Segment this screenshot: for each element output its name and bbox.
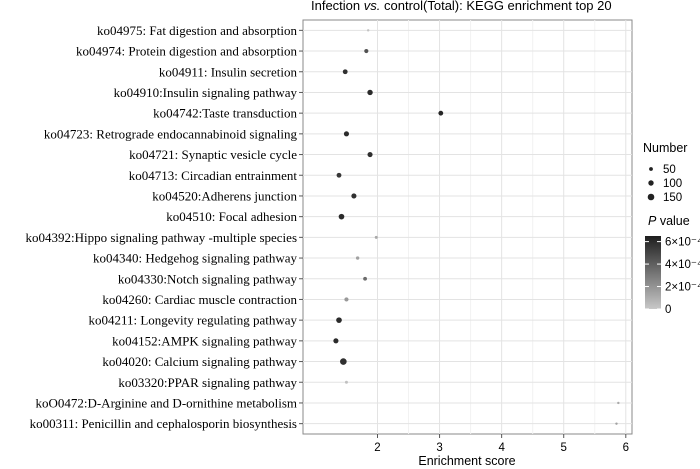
category-label: ko04340: Hedgehog signaling pathway [93, 251, 297, 266]
data-point [336, 172, 342, 178]
category-label: ko04742:Taste transduction [153, 106, 297, 121]
plot-panel [302, 19, 633, 435]
data-point [340, 358, 347, 365]
category-label: ko04721: Synaptic vesicle cycle [129, 147, 297, 162]
category-label: ko04974: Protein digestion and absorptio… [76, 44, 297, 59]
category-labels: ko04975: Fat digestion and absorption ko0… [25, 23, 303, 431]
data-point [333, 338, 339, 344]
data-point [374, 235, 378, 239]
category-label: ko04330:Notch signaling pathway [118, 271, 298, 286]
data-point [363, 276, 367, 281]
color-legend-label: 2×10⁻⁴ [665, 282, 700, 294]
size-legend: Number 50 100 150 [643, 141, 687, 204]
color-legend-title-rest: value [656, 214, 689, 228]
data-point [364, 48, 369, 54]
data-point [366, 29, 370, 32]
size-legend-title: Number [643, 141, 687, 155]
color-legend-label: 4×10⁻⁴ [665, 259, 700, 271]
size-legend-label: 50 [663, 164, 676, 176]
chart-title-italic: vs. [364, 0, 381, 13]
data-point [351, 193, 357, 199]
x-tick-label: 4 [498, 442, 505, 454]
color-legend-title: P value [648, 214, 690, 228]
size-legend-label: 100 [663, 178, 682, 190]
category-label: ko04392:Hippo signaling pathway -multipl… [25, 230, 297, 245]
data-point [344, 297, 349, 302]
data-point [342, 69, 348, 75]
color-legend: P value 0 2×10⁻⁴ 4×10⁻⁴ 6×10⁻⁴ [645, 214, 700, 316]
category-label: ko04975: Fat digestion and absorption [97, 23, 298, 38]
category-label: ko04020: Calcium signaling pathway [102, 354, 297, 369]
x-axis-label: Enrichment score [418, 454, 515, 468]
x-tick-label: 3 [436, 442, 442, 454]
category-label: ko04211: Longevity regulating pathway [88, 313, 297, 328]
size-legend-key [649, 167, 653, 171]
size-legend-key [647, 193, 655, 201]
category-label: ko03320:PPAR signaling pathway [118, 375, 297, 390]
data-point [617, 401, 620, 405]
category-label: ko04260: Cardiac muscle contraction [102, 292, 297, 307]
chart-title-pre: Infection [311, 0, 364, 13]
x-tick-label: 6 [623, 442, 629, 454]
data-point [367, 151, 373, 158]
category-label: ko04911: Insulin secretion [159, 64, 298, 79]
chart-title-post: control(Total): KEGG enrichment top 20 [380, 0, 611, 13]
color-legend-title-p: P [648, 214, 657, 228]
category-label: ko04510: Focal adhesion [166, 209, 297, 224]
data-point [344, 380, 348, 384]
color-legend-bar [645, 236, 661, 309]
category-label: ko04152:AMPK signaling pathway [112, 333, 297, 348]
data-point [615, 422, 618, 425]
color-legend-label: 6×10⁻⁴ [665, 237, 700, 249]
size-legend-label: 150 [663, 192, 682, 204]
x-tick-label: 5 [561, 442, 567, 454]
data-point [343, 131, 350, 137]
chart-title: Infection vs. control(Total): KEGG enric… [311, 0, 612, 13]
x-tick-label: 2 [374, 442, 380, 454]
size-legend-key [648, 180, 654, 186]
category-label: ko04713: Circadian entrainment [129, 168, 298, 183]
data-point [336, 317, 342, 323]
grid-lines [303, 20, 632, 434]
category-label: ko04910:Insulin signaling pathway [114, 85, 298, 100]
data-point [338, 213, 345, 220]
data-points [333, 29, 620, 425]
category-label: koO0472:D-Arginine and D-ornithine metab… [35, 395, 297, 410]
category-label: ko00311: Penicillin and cephalosporin bi… [30, 416, 297, 431]
category-label: ko04520:Adherens junction [152, 188, 297, 203]
data-point [367, 89, 373, 96]
color-legend-label: 0 [665, 304, 671, 316]
x-axis-ticks: 2 3 4 5 6 [374, 434, 629, 454]
data-point [438, 110, 444, 116]
data-point [355, 256, 360, 260]
category-label: ko04723: Retrograde endocannabinoid sign… [44, 126, 298, 141]
